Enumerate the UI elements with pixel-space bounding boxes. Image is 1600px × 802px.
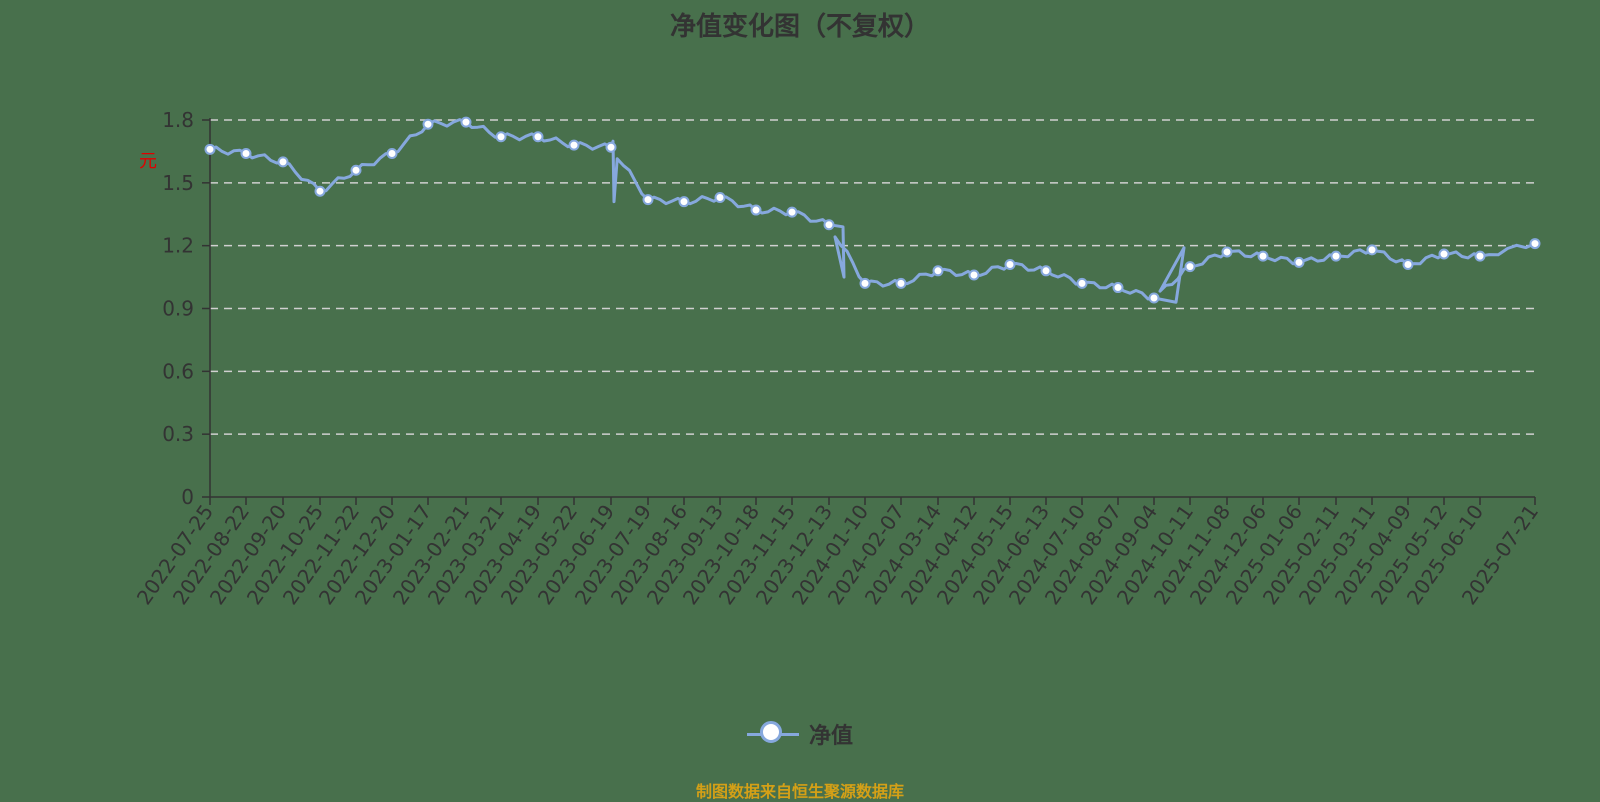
net-value-line bbox=[209, 118, 1536, 304]
series-net-value bbox=[204, 116, 1541, 304]
data-point[interactable] bbox=[1293, 256, 1305, 268]
data-point[interactable] bbox=[1366, 244, 1378, 256]
data-point[interactable] bbox=[277, 156, 289, 168]
data-point[interactable] bbox=[1438, 248, 1450, 260]
y-tick-label: 1.5 bbox=[162, 171, 194, 195]
data-point[interactable] bbox=[786, 206, 798, 218]
data-point[interactable] bbox=[895, 277, 907, 289]
legend[interactable]: 净值 bbox=[0, 718, 1600, 750]
data-point[interactable] bbox=[568, 139, 580, 151]
y-tick-label: 0.6 bbox=[162, 359, 194, 383]
data-point[interactable] bbox=[1529, 238, 1541, 250]
data-point[interactable] bbox=[240, 148, 252, 160]
data-point[interactable] bbox=[314, 185, 326, 197]
data-point[interactable] bbox=[495, 131, 507, 143]
data-point[interactable] bbox=[532, 131, 544, 143]
data-point[interactable] bbox=[386, 148, 398, 160]
y-tick-label: 1.2 bbox=[162, 234, 194, 258]
data-point[interactable] bbox=[678, 196, 690, 208]
y-tick-label: 0.3 bbox=[162, 422, 194, 446]
data-point[interactable] bbox=[823, 219, 835, 231]
data-point[interactable] bbox=[1474, 250, 1486, 262]
data-point[interactable] bbox=[932, 265, 944, 277]
data-point[interactable] bbox=[350, 164, 362, 176]
data-point[interactable] bbox=[1184, 261, 1196, 273]
data-point[interactable] bbox=[1402, 259, 1414, 271]
data-point[interactable] bbox=[1004, 259, 1016, 271]
data-point[interactable] bbox=[1221, 246, 1233, 258]
data-point[interactable] bbox=[422, 118, 434, 130]
data-point[interactable] bbox=[714, 191, 726, 203]
y-tick-label: 1.8 bbox=[162, 108, 194, 132]
data-point[interactable] bbox=[460, 116, 472, 128]
y-axis-unit-label: 元 bbox=[139, 151, 157, 172]
data-source-note: 制图数据来自恒生聚源数据库 bbox=[695, 782, 904, 801]
data-point[interactable] bbox=[859, 277, 871, 289]
axes bbox=[209, 118, 1535, 498]
x-axis-ticks: 2022-07-252022-08-222022-09-202022-10-25… bbox=[132, 497, 1543, 609]
data-point[interactable] bbox=[750, 204, 762, 216]
data-point[interactable] bbox=[605, 141, 617, 153]
line-chart: 0 0.3 0.6 0.9 1.2 1.5 1.8 2022-07-252022-08-22… bbox=[132, 108, 1543, 609]
legend-label: 净值 bbox=[808, 724, 853, 749]
data-point[interactable] bbox=[204, 143, 216, 155]
chart-title: 净值变化图（不复权） bbox=[669, 12, 930, 42]
data-point[interactable] bbox=[1076, 277, 1088, 289]
data-point[interactable] bbox=[1112, 282, 1124, 294]
legend-marker-icon bbox=[746, 720, 799, 748]
data-point[interactable] bbox=[968, 269, 980, 281]
data-point[interactable] bbox=[642, 194, 654, 206]
data-point[interactable] bbox=[1330, 250, 1342, 262]
data-point[interactable] bbox=[1148, 292, 1160, 304]
y-tick-label: 0.9 bbox=[162, 297, 194, 321]
grid-lines bbox=[210, 119, 1535, 435]
data-point[interactable] bbox=[1257, 250, 1269, 262]
y-tick-label: 0 bbox=[181, 485, 194, 509]
data-point[interactable] bbox=[1040, 265, 1052, 277]
y-axis-ticks: 0 0.3 0.6 0.9 1.2 1.5 1.8 bbox=[162, 108, 210, 509]
